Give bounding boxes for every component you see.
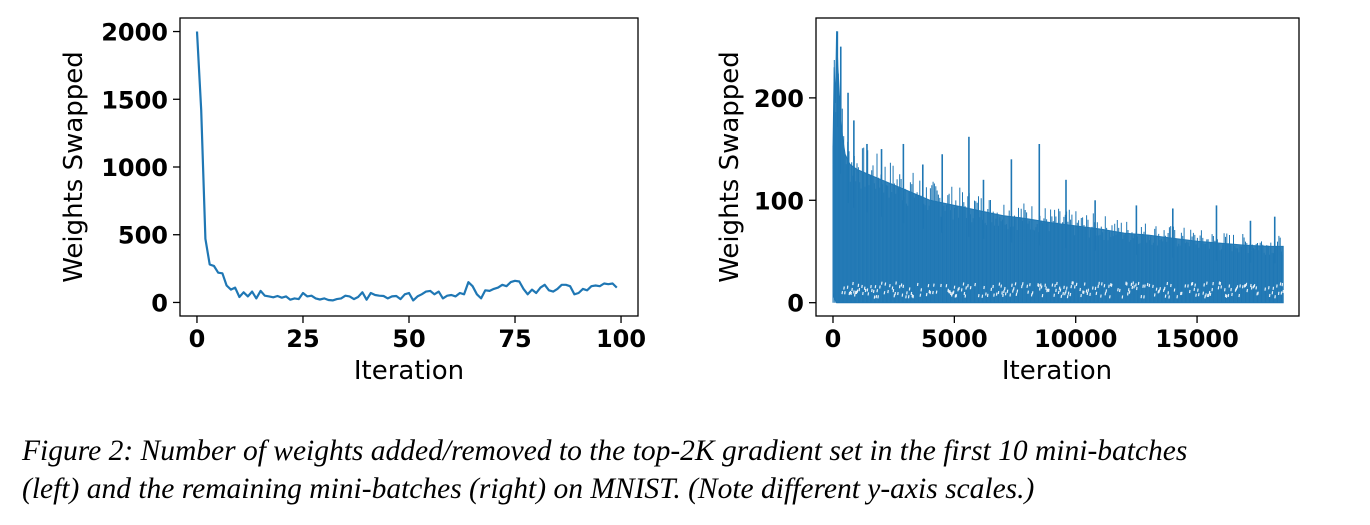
y-axis-label-right: Weights Swapped bbox=[715, 51, 745, 283]
x-axis-label-right: Iteration bbox=[1002, 356, 1112, 386]
y-axis-label-left: Weights Swapped bbox=[59, 51, 89, 283]
caption-line-1: Figure 2: Number of weights added/remove… bbox=[22, 435, 1188, 467]
x-tick-label-right: 0 bbox=[825, 325, 842, 353]
y-tick-label-left: 1500 bbox=[101, 86, 168, 114]
ticks-right: 0 5000 10000 15000 0 100 200 bbox=[754, 85, 1239, 353]
y-tick-label-left: 2000 bbox=[101, 19, 168, 47]
x-tick-label-right: 10000 bbox=[1034, 325, 1118, 353]
y-tick-label-right: 0 bbox=[787, 290, 804, 318]
chart-right: 0 5000 10000 15000 0 100 200 Iteration Weights… bbox=[715, 17, 1300, 386]
series-gaps-right bbox=[841, 281, 1284, 299]
plot-frame-left bbox=[179, 17, 639, 317]
y-tick-label-right: 200 bbox=[754, 85, 804, 113]
series-right bbox=[832, 31, 1284, 304]
x-tick-label-left: 100 bbox=[596, 325, 646, 353]
x-tick-label-left: 75 bbox=[498, 325, 531, 353]
x-tick-label-right: 5000 bbox=[921, 325, 988, 353]
x-axis-label-left: Iteration bbox=[354, 356, 464, 386]
plot-frame-right bbox=[815, 17, 1300, 317]
x-tick-label-right: 15000 bbox=[1155, 325, 1239, 353]
figure-caption: Figure 2: Number of weights added/remove… bbox=[22, 432, 1362, 508]
series-line-left bbox=[195, 31, 618, 302]
y-tick-label-left: 1000 bbox=[101, 154, 168, 182]
y-tick-label-left: 0 bbox=[151, 289, 168, 317]
caption-line-2: (left) and the remaining mini-batches (r… bbox=[22, 473, 1035, 505]
y-tick-label-right: 100 bbox=[754, 187, 804, 215]
series-jitter-right bbox=[832, 58, 1284, 303]
x-tick-label-left: 0 bbox=[189, 325, 206, 353]
x-tick-label-left: 25 bbox=[286, 325, 319, 353]
x-tick-label-left: 50 bbox=[392, 325, 425, 353]
y-tick-label-left: 500 bbox=[118, 222, 168, 250]
